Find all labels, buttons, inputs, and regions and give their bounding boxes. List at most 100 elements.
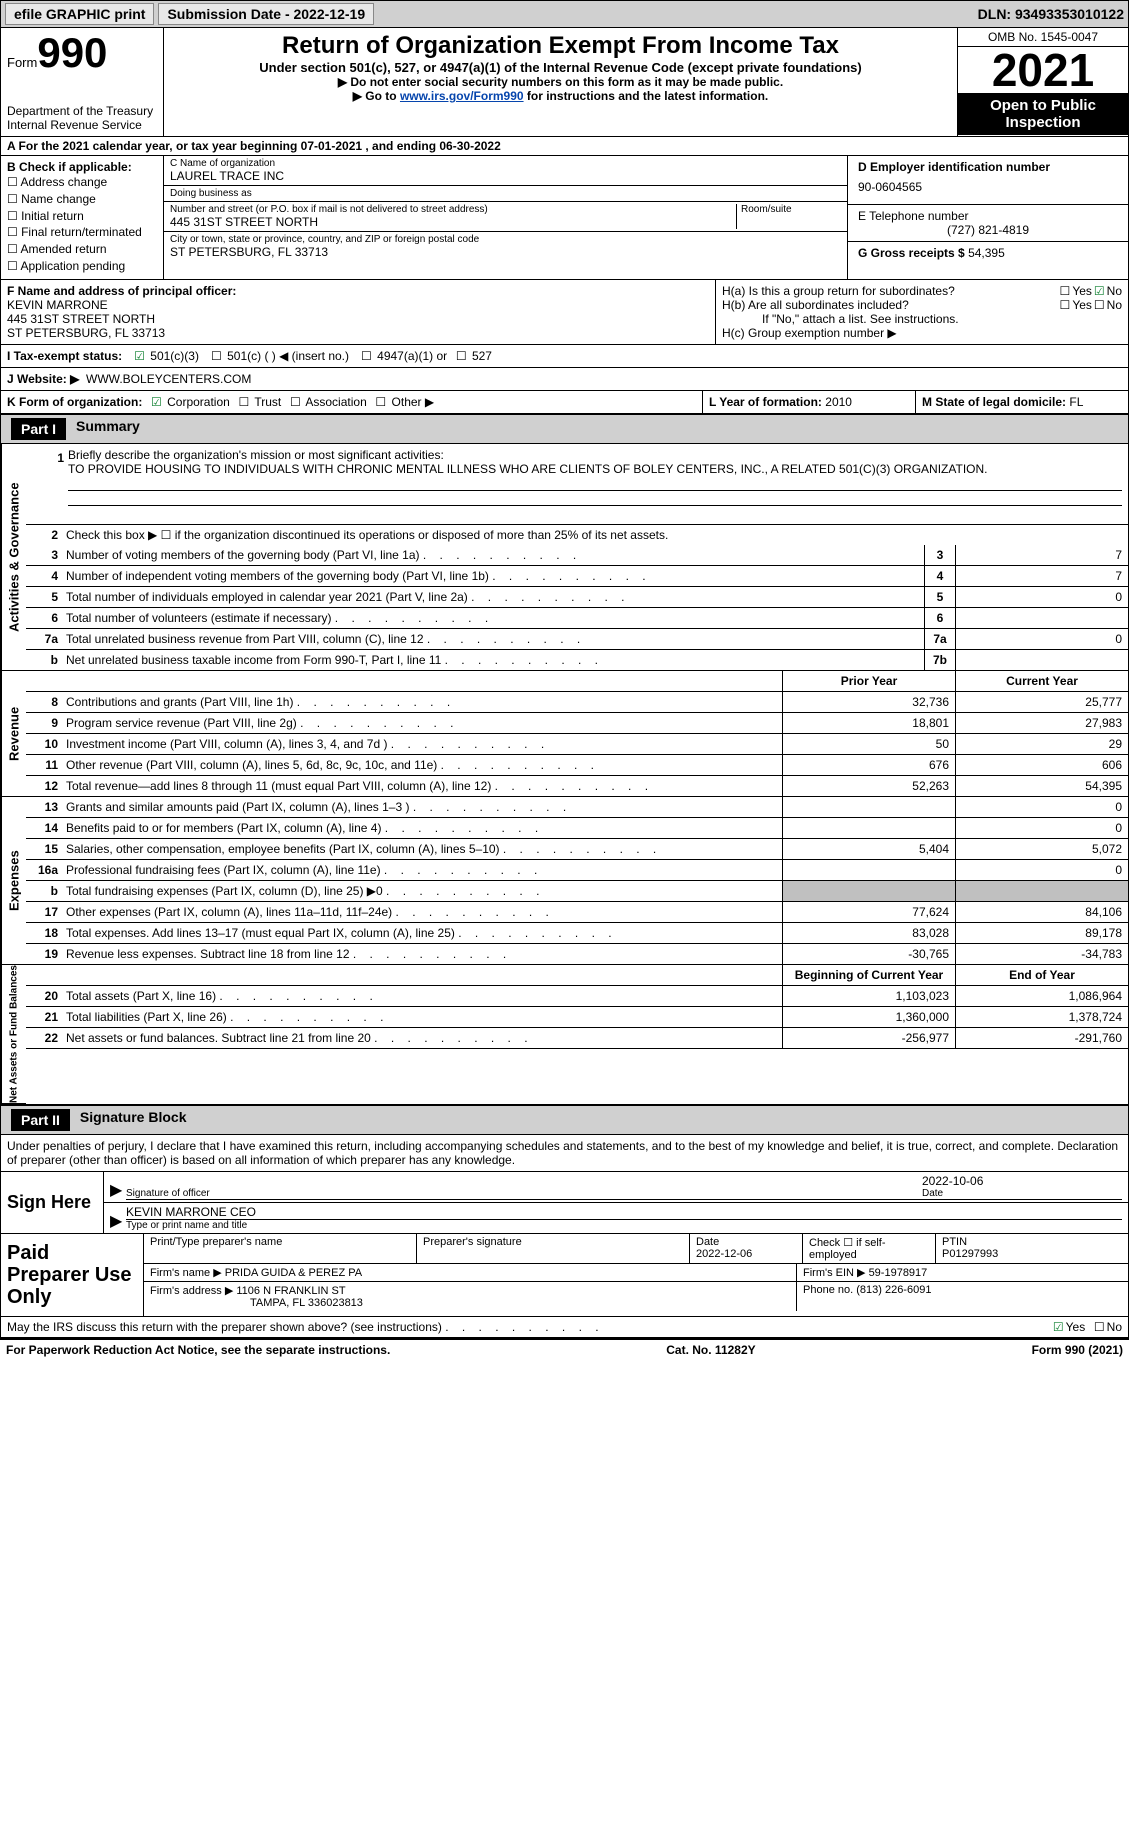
activities-section: Activities & Governance 1 Briefly descri… (0, 444, 1129, 671)
chk-initial[interactable]: Initial return (7, 208, 157, 225)
box-d: D Employer identification number 90-0604… (847, 156, 1128, 279)
firm-name: PRIDA GUIDA & PEREZ PA (225, 1267, 362, 1279)
city-label: City or town, state or province, country… (170, 234, 841, 245)
irs-link[interactable]: www.irs.gov/Form990 (400, 89, 524, 103)
officer-name-label: Type or print name and title (126, 1219, 1122, 1231)
discuss-label: May the IRS discuss this return with the… (7, 1320, 442, 1334)
chk-address[interactable]: Address change (7, 174, 157, 191)
chk-trust[interactable] (236, 395, 251, 409)
preparer-name-label: Print/Type preparer's name (150, 1236, 410, 1248)
summary-line: 14 Benefits paid to or for members (Part… (26, 818, 1128, 839)
chk-name[interactable]: Name change (7, 191, 157, 208)
hb-yes[interactable] (1058, 298, 1073, 312)
box-b: B Check if applicable: Address change Na… (1, 156, 164, 279)
rev-hdr-desc (62, 671, 782, 691)
dln-label: DLN: 93493353010122 (978, 6, 1124, 22)
chk-501c[interactable] (209, 349, 224, 363)
summary-line: 18 Total expenses. Add lines 13–17 (must… (26, 923, 1128, 944)
chk-527[interactable] (454, 349, 469, 363)
firm-phone: (813) 226-6091 (856, 1284, 931, 1296)
box-b-label: B Check if applicable: (7, 160, 157, 174)
discuss-no[interactable] (1092, 1320, 1107, 1334)
current-year-hdr: Current Year (955, 671, 1128, 691)
top-bar: efile GRAPHIC print Submission Date - 20… (0, 0, 1129, 28)
summary-line: 7a Total unrelated business revenue from… (26, 629, 1128, 650)
officer-label: F Name and address of principal officer: (7, 284, 236, 298)
summary-line: 11 Other revenue (Part VIII, column (A),… (26, 755, 1128, 776)
sig-arrow-icon: ▶ (110, 1180, 126, 1200)
summary-line: 22 Net assets or fund balances. Subtract… (26, 1028, 1128, 1049)
officer-printed-name: KEVIN MARRONE CEO (126, 1205, 1122, 1219)
firm-phone-label: Phone no. (803, 1284, 853, 1296)
box-klm: K Form of organization: Corporation Trus… (0, 391, 1129, 414)
line2-num: 2 (26, 525, 62, 545)
hc-label: H(c) Group exemption number ▶ (722, 326, 1122, 340)
mission-text: TO PROVIDE HOUSING TO INDIVIDUALS WITH C… (68, 462, 988, 476)
chk-pending[interactable]: Application pending (7, 258, 157, 275)
gross-value: 54,395 (968, 246, 1005, 260)
summary-line: 17 Other expenses (Part IX, column (A), … (26, 902, 1128, 923)
line2-desc: Check this box ▶ ☐ if the organization d… (62, 525, 1128, 545)
part2-label: Part II (11, 1109, 70, 1131)
chk-corp[interactable] (149, 395, 164, 409)
year-formation-label: L Year of formation: (709, 395, 822, 409)
chk-final[interactable]: Final return/terminated (7, 224, 157, 241)
chk-501c3[interactable] (132, 349, 147, 363)
chk-4947[interactable] (359, 349, 374, 363)
summary-line: 8 Contributions and grants (Part VIII, l… (26, 692, 1128, 713)
chk-amended[interactable]: Amended return (7, 241, 157, 258)
chk-assoc[interactable] (288, 395, 303, 409)
ein-label: D Employer identification number (858, 160, 1118, 174)
summary-line: 5 Total number of individuals employed i… (26, 587, 1128, 608)
form-org-label: K Form of organization: (7, 395, 142, 409)
paperwork-notice: For Paperwork Reduction Act Notice, see … (6, 1343, 390, 1357)
ptin-value: P01297993 (942, 1248, 998, 1260)
form-number: 990 (37, 29, 107, 76)
year-cell: OMB No. 1545-0047 2021 Open to Public In… (957, 28, 1128, 136)
prep-date: 2022-12-06 (696, 1248, 752, 1260)
ha-no[interactable] (1092, 284, 1107, 298)
sign-date: 2022-10-06 (922, 1174, 1122, 1188)
box-c: C Name of organization LAUREL TRACE INC … (164, 156, 847, 279)
subtitle: Under section 501(c), 527, or 4947(a)(1)… (170, 60, 951, 75)
domicile-label: M State of legal domicile: (922, 395, 1066, 409)
discuss-row: May the IRS discuss this return with the… (0, 1317, 1129, 1338)
summary-line: 20 Total assets (Part X, line 16) 1,103,… (26, 986, 1128, 1007)
main-title: Return of Organization Exempt From Incom… (170, 32, 951, 60)
side-governance: Activities & Governance (1, 444, 26, 671)
form-word: Form (7, 55, 37, 70)
sig-arrow-icon2: ▶ (110, 1211, 126, 1231)
form-year-footer: Form 990 (2021) (1032, 1343, 1123, 1357)
mission-label: Briefly describe the organization's miss… (68, 448, 444, 462)
sign-date-label: Date (922, 1188, 1122, 1199)
room-label: Room/suite (741, 204, 841, 215)
hb-no[interactable] (1092, 298, 1107, 312)
self-employed-check[interactable]: Check ☐ if self-employed (803, 1234, 936, 1263)
org-name-label: C Name of organization (170, 158, 841, 169)
bottom-row: For Paperwork Reduction Act Notice, see … (0, 1338, 1129, 1360)
summary-line: 15 Salaries, other compensation, employe… (26, 839, 1128, 860)
summary-line: 19 Revenue less expenses. Subtract line … (26, 944, 1128, 965)
perjury-declaration: Under penalties of perjury, I declare th… (1, 1135, 1128, 1172)
gross-label: G Gross receipts $ (858, 246, 965, 260)
preparer-sig-label: Preparer's signature (423, 1236, 683, 1248)
street-value: 445 31ST STREET NORTH (170, 215, 736, 229)
paid-preparer-section: Paid Preparer Use Only Print/Type prepar… (1, 1233, 1128, 1316)
prior-year-hdr: Prior Year (782, 671, 955, 691)
ein-value: 90-0604565 (858, 174, 1118, 200)
discuss-yes[interactable] (1051, 1320, 1066, 1334)
street-label: Number and street (or P.O. box if mail i… (170, 204, 736, 215)
side-netassets: Net Assets or Fund Balances (1, 965, 26, 1104)
year-formation: 2010 (825, 395, 852, 409)
efile-button[interactable]: efile GRAPHIC print (5, 3, 154, 25)
ha-yes[interactable] (1058, 284, 1073, 298)
section-bcd: B Check if applicable: Address change Na… (0, 156, 1129, 280)
website-value: WWW.BOLEYCENTERS.COM (86, 372, 251, 386)
cat-number: Cat. No. 11282Y (666, 1343, 755, 1357)
summary-line: b Net unrelated business taxable income … (26, 650, 1128, 671)
line-a: A For the 2021 calendar year, or tax yea… (0, 137, 1129, 156)
chk-other[interactable] (373, 395, 388, 409)
sign-here-label: Sign Here (1, 1172, 104, 1233)
ptin-label: PTIN (942, 1236, 967, 1248)
tax-status-label: I Tax-exempt status: (7, 349, 122, 363)
